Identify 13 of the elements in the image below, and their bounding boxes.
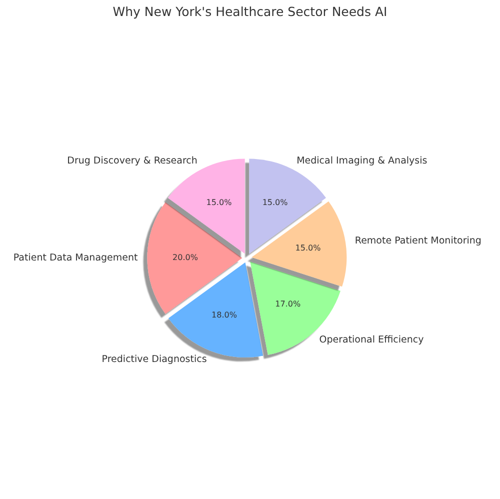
slice-label: Predictive Diagnostics: [102, 354, 207, 366]
data-label: 17.0%: [275, 300, 301, 309]
data-label: 15.0%: [206, 198, 232, 208]
slice-label: Drug Discovery & Research: [67, 155, 198, 166]
data-label: 20.0%: [172, 253, 198, 262]
slice-label: Patient Data Management: [13, 252, 138, 264]
chart-title: Why New York's Healthcare Sector Needs AI: [112, 4, 388, 19]
slice-label: Operational Efficiency: [319, 334, 424, 346]
slice-label: Medical Imaging & Analysis: [296, 155, 428, 166]
data-label: 15.0%: [295, 244, 322, 253]
data-label: 15.0%: [262, 198, 288, 208]
slice-label: Remote Patient Monitoring: [354, 236, 482, 247]
data-label: 18.0%: [212, 310, 238, 320]
